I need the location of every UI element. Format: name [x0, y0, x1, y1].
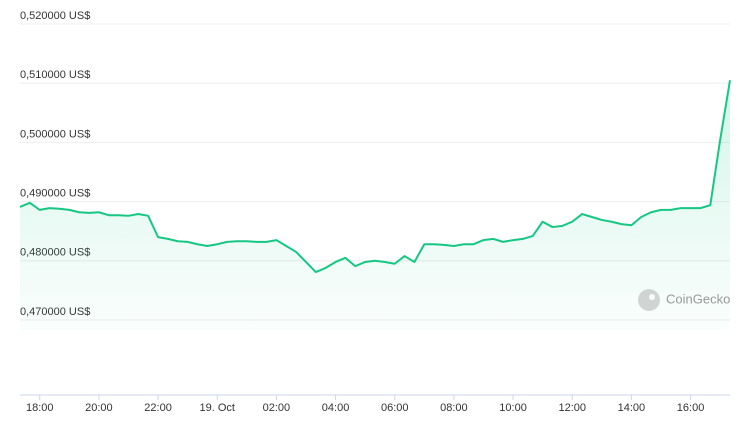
x-tick-label: 06:00	[381, 402, 409, 414]
x-tick-label: 22:00	[144, 402, 172, 414]
x-tick-label: 04:00	[322, 402, 350, 414]
watermark-logo	[638, 289, 660, 311]
x-tick-label: 16:00	[677, 402, 705, 414]
watermark: CoinGecko	[666, 291, 730, 306]
x-tick-label: 19. Oct	[199, 402, 234, 414]
y-tick-label: 0,510000 US$	[20, 69, 90, 81]
x-tick-label: 10:00	[499, 402, 527, 414]
x-tick-label: 18:00	[26, 402, 54, 414]
area	[20, 80, 730, 331]
y-tick-label: 0,490000 US$	[20, 188, 90, 200]
x-tick-label: 12:00	[558, 402, 586, 414]
x-tick-label: 08:00	[440, 402, 468, 414]
grid: 0,470000 US$0,480000 US$0,490000 US$0,50…	[20, 10, 730, 414]
x-tick-label: 14:00	[618, 402, 646, 414]
x-tick-label: 20:00	[85, 402, 113, 414]
y-tick-label: 0,520000 US$	[20, 10, 90, 22]
price-line	[19, 80, 731, 274]
plot	[19, 80, 731, 331]
y-tick-label: 0,500000 US$	[20, 128, 90, 140]
x-tick-label: 02:00	[263, 402, 291, 414]
